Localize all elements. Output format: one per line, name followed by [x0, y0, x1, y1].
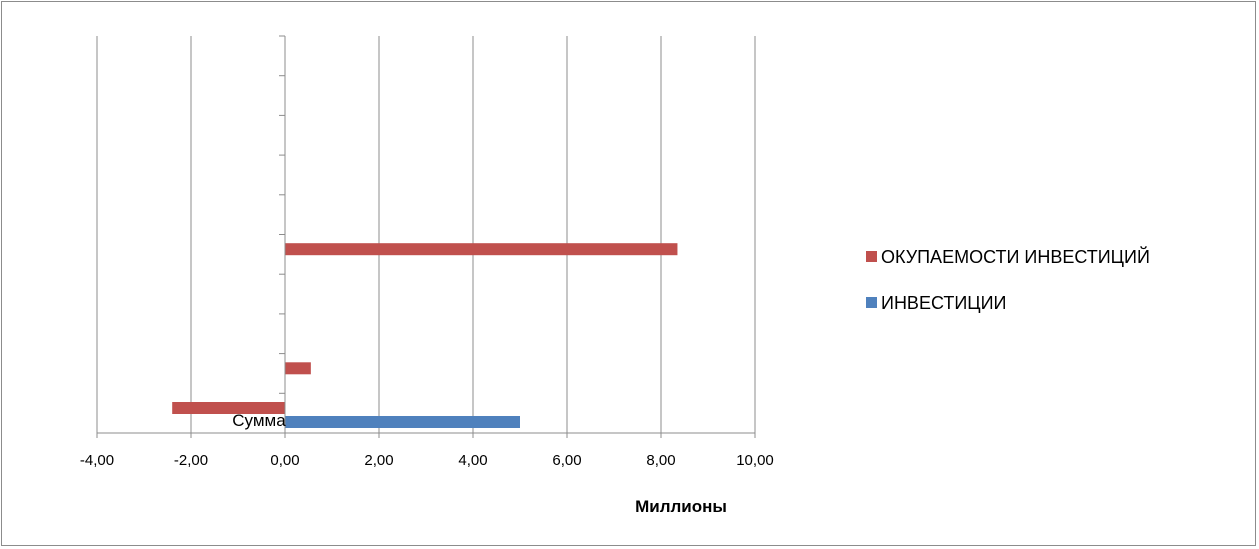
x-tick-label: 10,00 [736, 452, 774, 469]
legend-swatch [866, 297, 877, 308]
category-label: Сумма [232, 411, 286, 430]
x-tick-label: 8,00 [646, 452, 675, 469]
bar [285, 362, 311, 375]
legend-label: ИНВЕСТИЦИИ [881, 293, 1006, 313]
tick-labels: -4,00 -2,00 0,00 2,00 4,00 6,00 8,00 10,00 Сумма [80, 411, 774, 469]
x-tick-label: -4,00 [80, 452, 114, 469]
x-tick-label: 0,00 [270, 452, 299, 469]
x-tick-label: 2,00 [364, 452, 393, 469]
bar [285, 243, 678, 256]
bar [285, 416, 520, 428]
x-axis-title: Миллионы [635, 497, 727, 516]
axes [96, 35, 756, 438]
x-tick-label: 6,00 [552, 452, 581, 469]
legend-label: ОКУПАЕМОСТИ ИНВЕСТИЦИЙ [881, 246, 1150, 267]
bar [172, 402, 285, 414]
gridlines [96, 36, 756, 433]
legend: ОКУПАЕМОСТИ ИНВЕСТИЦИЙ ИНВЕСТИЦИИ [866, 246, 1150, 313]
x-tick-label: 4,00 [458, 452, 487, 469]
x-tick-label: -2,00 [174, 452, 208, 469]
bars [172, 243, 678, 428]
legend-swatch [866, 251, 877, 262]
